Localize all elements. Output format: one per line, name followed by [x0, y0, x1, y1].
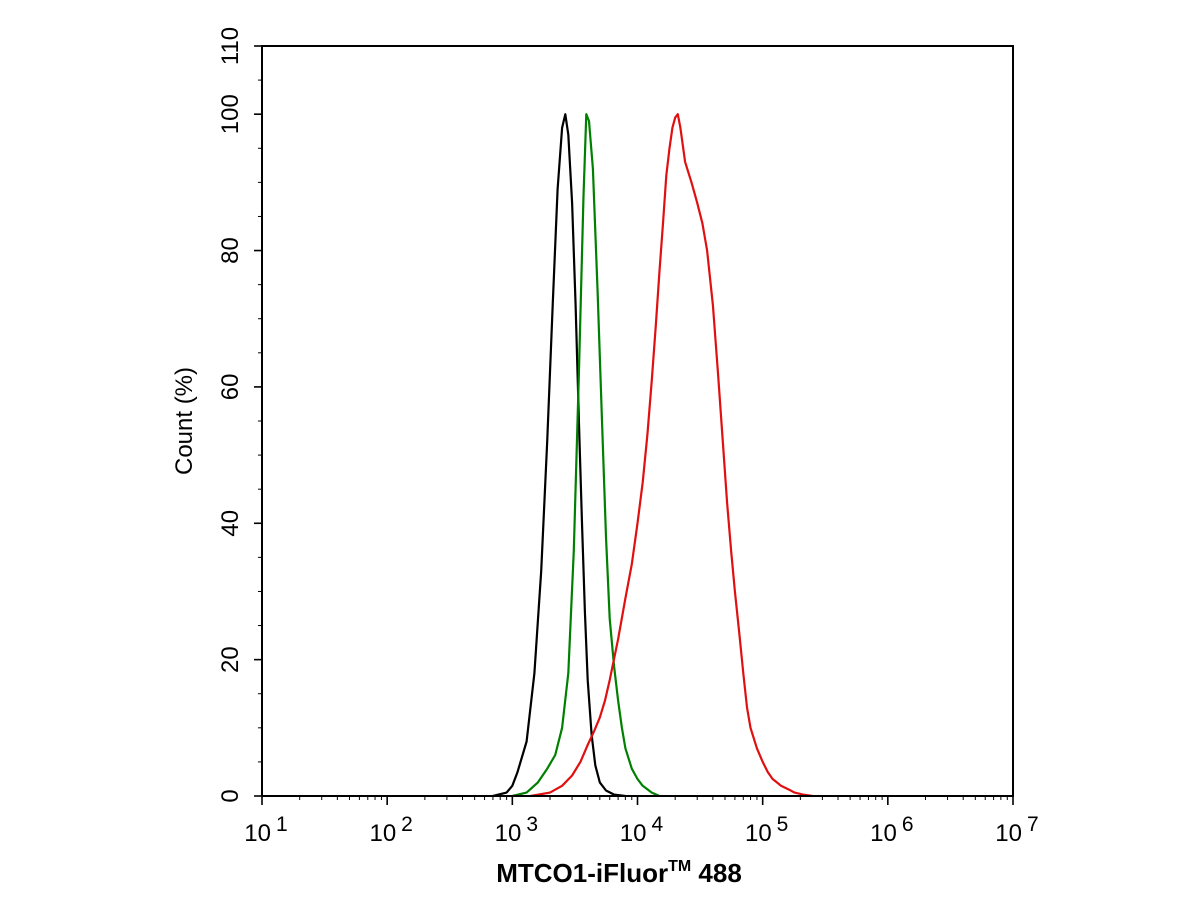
x-tick-label: 10 3 — [495, 813, 538, 847]
y-tick-label: 20 — [217, 646, 244, 673]
x-tick-label: 10 2 — [369, 813, 412, 847]
x-tick-label: 10 1 — [244, 813, 287, 847]
x-axis-title: MTCO1-iFluorTM 488 — [496, 858, 742, 888]
y-axis: 0 20 40 60 80 100 110 — [217, 27, 262, 803]
histogram-series-2 — [512, 113, 660, 798]
x-tick-label: 10 5 — [745, 813, 788, 847]
y-tick-label: 80 — [217, 237, 244, 264]
x-tick-label: 10 7 — [995, 813, 1038, 847]
x-tick-label: 10 6 — [870, 813, 913, 847]
y-tick-label: 0 — [217, 789, 244, 802]
y-tick-label: 40 — [217, 510, 244, 537]
y-tick-label: 110 — [217, 27, 244, 65]
plot-frame — [261, 45, 1014, 797]
histogram-series-3 — [530, 113, 813, 798]
x-axis: 10 1 10 2 10 3 10 4 10 5 10 6 10 7 — [244, 796, 1039, 847]
histogram-curves — [492, 113, 813, 798]
y-tick-label: 60 — [217, 374, 244, 401]
histogram-series-1 — [492, 113, 626, 798]
x-tick-label: 10 4 — [620, 813, 664, 847]
y-tick-label: 100 — [217, 94, 244, 134]
y-axis-title: Count (%) — [171, 367, 198, 475]
